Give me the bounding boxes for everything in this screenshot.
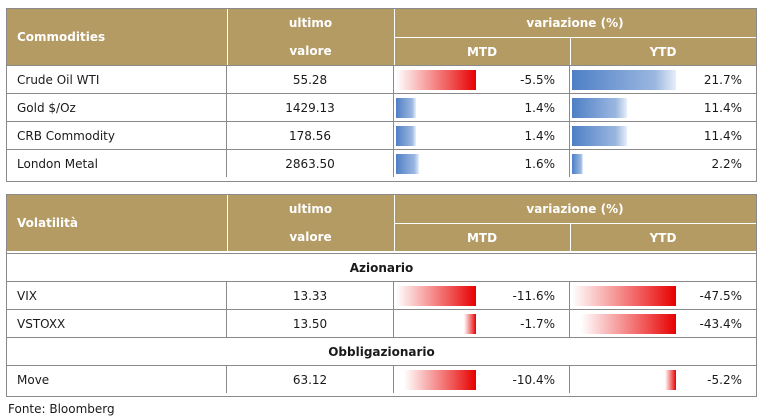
row-ytd-cell: 21.7% xyxy=(570,66,756,93)
volatility-header: Volatilità ultimo valore variazione (%) … xyxy=(7,195,756,251)
ytd-value: -43.4% xyxy=(699,316,742,331)
ytd-bar xyxy=(572,70,676,90)
row-last-value: 178.56 xyxy=(227,122,394,149)
mtd-bar xyxy=(464,314,476,334)
table-row: Gold $/Oz 1429.13 1.4% 11.4% xyxy=(7,93,756,121)
row-mtd-cell: 1.6% xyxy=(394,150,570,177)
ytd-bar xyxy=(572,286,676,306)
row-name: Crude Oil WTI xyxy=(7,66,227,93)
table-row: CRB Commodity 178.56 1.4% 11.4% xyxy=(7,121,756,149)
row-ytd-cell: -47.5% xyxy=(570,282,756,309)
volatility-table: Volatilità ultimo valore variazione (%) … xyxy=(6,194,757,397)
ytd-value: 2.2% xyxy=(711,156,743,171)
ytd-bar xyxy=(580,314,676,334)
row-ytd-cell: -43.4% xyxy=(570,310,756,337)
source-note: Fonte: Bloomberg xyxy=(8,402,115,416)
ytd-bar xyxy=(572,154,583,174)
row-last-value: 2863.50 xyxy=(227,150,394,177)
row-name: VSTOXX xyxy=(7,310,227,337)
table-row: Move 63.12 -10.4% -5.2% xyxy=(7,365,756,393)
commodities-table: Commodities ultimo valore variazione (%)… xyxy=(6,8,757,182)
row-name: London Metal xyxy=(7,150,227,177)
row-name: VIX xyxy=(7,282,227,309)
commodities-title: Commodities xyxy=(17,30,106,44)
table-row: Crude Oil WTI 55.28 -5.5% 21.7% xyxy=(7,65,756,93)
row-mtd-cell: -5.5% xyxy=(394,66,570,93)
mtd-label: MTD xyxy=(466,230,498,245)
ytd-bar xyxy=(572,98,627,118)
last-value-label-1: ultimo xyxy=(288,16,333,30)
row-name: CRB Commodity xyxy=(7,122,227,149)
mtd-bar xyxy=(404,370,476,390)
mtd-bar xyxy=(396,126,417,146)
ytd-value: 21.7% xyxy=(703,72,742,87)
last-value-label-2: valore xyxy=(289,230,332,244)
mtd-value: 1.6% xyxy=(524,156,556,171)
ytd-label: YTD xyxy=(649,230,677,245)
mtd-bar xyxy=(396,98,417,118)
row-last-value: 1429.13 xyxy=(227,94,394,121)
ytd-value: 11.4% xyxy=(703,128,742,143)
mtd-bar xyxy=(396,70,476,90)
row-last-value: 63.12 xyxy=(227,366,394,393)
section-equity: Azionario xyxy=(7,253,756,281)
mtd-value: 1.4% xyxy=(524,100,556,115)
row-mtd-cell: 1.4% xyxy=(394,94,570,121)
table-row: London Metal 2863.50 1.6% 2.2% xyxy=(7,149,756,177)
mtd-bar xyxy=(396,154,420,174)
row-ytd-cell: -5.2% xyxy=(570,366,756,393)
mtd-label: MTD xyxy=(466,44,498,59)
row-ytd-cell: 2.2% xyxy=(570,150,756,177)
ytd-bar xyxy=(572,126,627,146)
commodities-header: Commodities ultimo valore variazione (%)… xyxy=(7,9,756,65)
mtd-value: -11.6% xyxy=(512,288,555,303)
volatility-title: Volatilità xyxy=(17,216,78,230)
mtd-bar xyxy=(396,286,476,306)
row-ytd-cell: 11.4% xyxy=(570,94,756,121)
row-mtd-cell: -1.7% xyxy=(394,310,570,337)
last-value-label-1: ultimo xyxy=(288,202,333,216)
row-mtd-cell: -11.6% xyxy=(394,282,570,309)
mtd-value: -10.4% xyxy=(512,372,555,387)
row-last-value: 13.33 xyxy=(227,282,394,309)
mtd-value: -5.5% xyxy=(520,72,555,87)
row-name: Gold $/Oz xyxy=(7,94,227,121)
ytd-value: -5.2% xyxy=(707,372,742,387)
row-mtd-cell: -10.4% xyxy=(394,366,570,393)
ytd-label: YTD xyxy=(649,44,677,59)
ytd-value: -47.5% xyxy=(699,288,742,303)
mtd-value: -1.7% xyxy=(520,316,555,331)
ytd-bar xyxy=(664,370,676,390)
change-label: variazione (%) xyxy=(526,202,624,216)
ytd-value: 11.4% xyxy=(703,100,742,115)
table-row: VSTOXX 13.50 -1.7% -43.4% xyxy=(7,309,756,337)
last-value-label-2: valore xyxy=(289,44,332,58)
row-last-value: 13.50 xyxy=(227,310,394,337)
row-ytd-cell: 11.4% xyxy=(570,122,756,149)
row-name: Move xyxy=(7,366,227,393)
change-label: variazione (%) xyxy=(526,16,624,30)
section-bond: Obbligazionario xyxy=(7,337,756,365)
table-row: VIX 13.33 -11.6% -47.5% xyxy=(7,281,756,309)
row-mtd-cell: 1.4% xyxy=(394,122,570,149)
row-last-value: 55.28 xyxy=(227,66,394,93)
mtd-value: 1.4% xyxy=(524,128,556,143)
